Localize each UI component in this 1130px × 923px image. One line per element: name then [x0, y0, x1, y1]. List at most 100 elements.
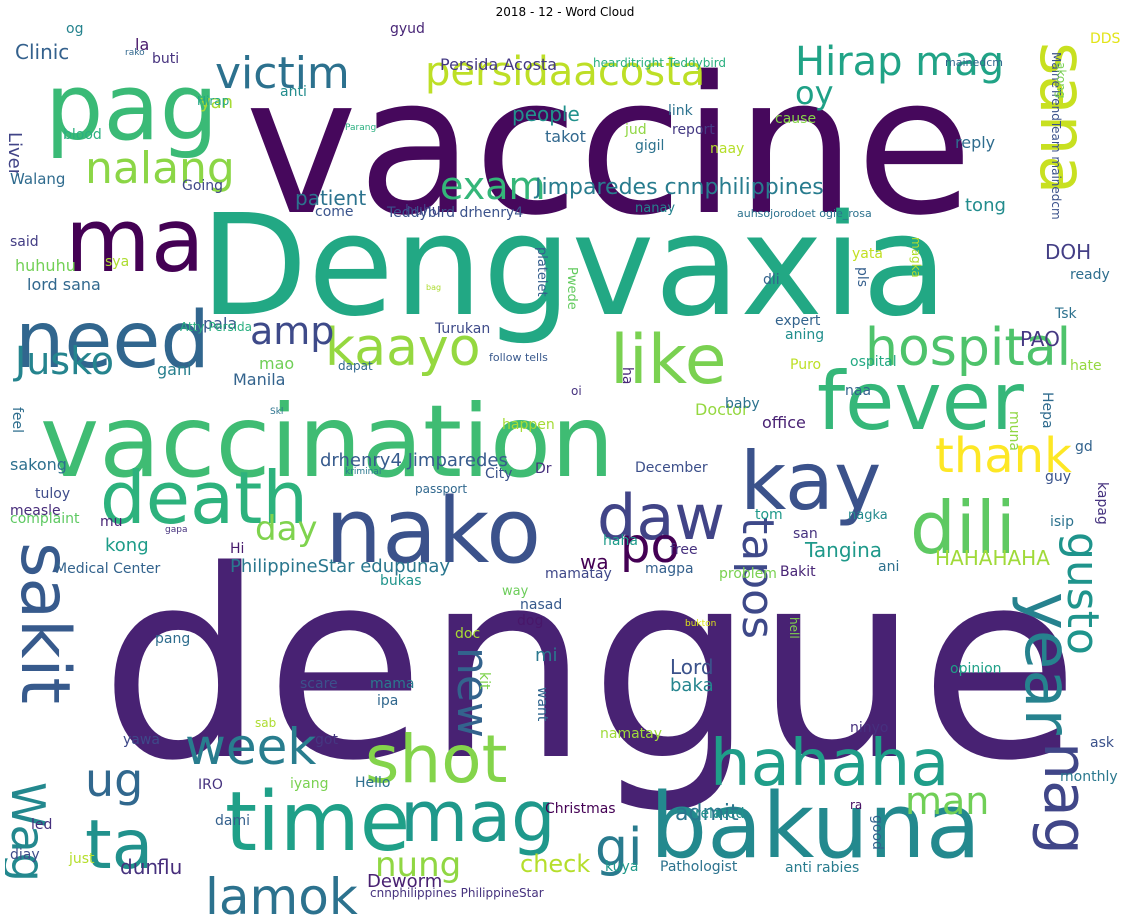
word-magka: magka — [909, 237, 923, 278]
word-mainedcm: mainedcm — [945, 56, 1003, 69]
word-doctor: Doctor — [695, 400, 749, 419]
word-complaint: complaint — [10, 511, 80, 527]
word-namatay: namatay — [600, 726, 663, 742]
word-muna: muna — [1006, 411, 1022, 451]
word-vaccine: vaccine — [245, 36, 973, 257]
word-ug: ug — [85, 753, 144, 807]
word-way: way — [502, 584, 529, 599]
word-pao: PAO — [1020, 327, 1060, 351]
word-mama: mama — [370, 676, 415, 692]
word-medical-center: Medical Center — [55, 561, 161, 577]
word-follow-tells: follow tells — [489, 351, 548, 364]
word-anti-rabies: anti rabies — [785, 860, 860, 876]
word-dun: dun — [120, 855, 159, 879]
word-dami: dami — [215, 813, 250, 829]
word-gyud: gyud — [390, 22, 425, 37]
word-scare: scare — [300, 676, 338, 692]
word-bukton: bukton — [685, 619, 717, 629]
word-dog: dog — [517, 613, 544, 629]
word-victim: victim — [215, 48, 350, 99]
word-expert: expert — [775, 313, 821, 329]
word-lord: Lord — [670, 655, 714, 679]
word-naay: naay — [710, 141, 745, 157]
word-naa: naa — [845, 383, 872, 399]
word-kuya: kuya — [605, 859, 639, 875]
word-hepa: Hepa — [1039, 392, 1055, 429]
word-pwede: Pwede — [564, 267, 579, 310]
word-report: report — [672, 122, 715, 138]
word-ninyo: ninyo — [850, 720, 889, 736]
word-hirap-mag: Hirap mag — [795, 39, 1005, 85]
word-sakong: sakong — [10, 455, 67, 474]
word-tom: tom — [755, 507, 783, 523]
word-tong: tong — [965, 195, 1006, 216]
word-gapa: gapa — [165, 525, 188, 535]
word-link: link — [668, 103, 693, 119]
word-time: time — [225, 775, 411, 870]
word-hate: hate — [1070, 358, 1102, 374]
word-guy: guy — [1045, 469, 1072, 485]
word-yan: yan — [200, 92, 234, 113]
word-nag: nag — [1030, 742, 1100, 855]
word-measle: measle — [10, 503, 61, 519]
word-ha: ha — [619, 367, 635, 385]
word-dili: dili — [910, 486, 1016, 570]
word-takot: takot — [545, 127, 586, 146]
word-going: Going — [182, 178, 224, 194]
word-ra: ra — [850, 798, 863, 812]
word-doh: DOH — [1045, 240, 1092, 264]
word-doc: doc — [455, 626, 481, 642]
word-hospital: hospital — [865, 318, 1072, 378]
word-dengvaxia: Dengvaxia — [200, 185, 948, 348]
word-huhu: huhu — [405, 203, 441, 219]
word-auhsojorodoet-ogie-rosa: auhsojorodoet ogie_rosa — [737, 207, 872, 220]
word-day: day — [255, 509, 318, 549]
word-blood: blood — [63, 127, 102, 143]
word-tuloy: tuloy — [35, 486, 71, 502]
word-gusto: gusto — [1057, 532, 1108, 655]
word-teddybird-drhenry4: Teddybird drhenry4 — [387, 205, 524, 221]
word-death: death — [100, 456, 308, 540]
word-exam: exam — [440, 164, 546, 208]
word-hi: Hi — [230, 541, 245, 557]
word-atty-persida: Atty Persida — [180, 320, 253, 334]
word-yawa: yawa — [123, 732, 160, 748]
word-flu: flu — [157, 855, 183, 879]
word-related: related — [695, 806, 745, 822]
word-jimparedes-cnnphilippines: Jimparedes cnnphilippines — [535, 175, 824, 200]
word-dds: DDS — [1090, 31, 1121, 47]
word-mamatay: mamatay — [545, 566, 612, 582]
word-wa: wa — [580, 550, 609, 574]
word-hahaha: hahaha — [710, 727, 950, 801]
word-ask: ask — [1090, 735, 1114, 751]
word-og: og — [66, 22, 84, 37]
word-sya: sya — [105, 254, 130, 270]
word-lord-sana: lord sana — [27, 275, 101, 294]
word-yata: yata — [852, 246, 883, 262]
word-just: just — [69, 851, 95, 867]
word-lamok: lamok — [205, 868, 358, 918]
word-fever: fever — [817, 355, 1024, 448]
word-dengue: dengue — [100, 516, 1080, 818]
word-manila: Manila — [233, 370, 286, 389]
word-deworm: Deworm — [367, 871, 443, 892]
word-pala: pala — [203, 314, 238, 333]
word-christmas: Christmas — [545, 801, 616, 817]
word-nasad: nasad — [520, 597, 563, 613]
word-nalang: nalang — [85, 143, 235, 194]
word-like: like — [610, 321, 727, 400]
word-baby: baby — [725, 396, 760, 412]
word-kriminal: kriminal — [345, 467, 382, 477]
word-kong: kong — [105, 535, 149, 556]
word-skl: Skl — [270, 407, 284, 417]
word-persidaacosta: persidaacosta — [425, 49, 706, 95]
word-mao: mao — [259, 354, 295, 373]
word-tsk: Tsk — [1055, 306, 1077, 322]
word-persida-acosta: Persida Acosta — [440, 55, 557, 74]
word-jusko: Jusko — [15, 339, 114, 383]
word-baka: baka — [670, 675, 714, 696]
word-sab: sab — [255, 716, 277, 730]
word-gi: gi — [595, 818, 643, 878]
word-problem: problem — [719, 566, 777, 582]
word-happen: happen — [502, 417, 555, 433]
